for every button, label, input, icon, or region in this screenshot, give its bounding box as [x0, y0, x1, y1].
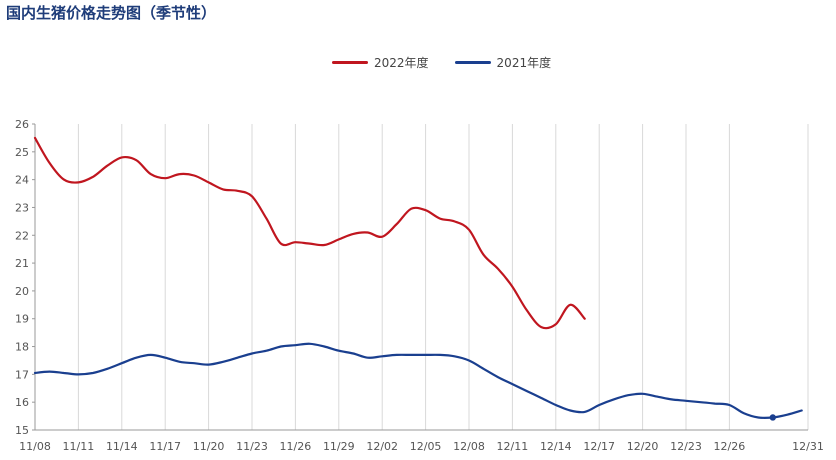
- x-tick-label: 12/23: [670, 440, 702, 453]
- y-tick-label: 20: [15, 285, 29, 298]
- y-tick-label: 25: [15, 146, 29, 159]
- x-tick-label: 12/11: [497, 440, 529, 453]
- x-tick-label: 12/02: [366, 440, 398, 453]
- series-line-2022: [33, 136, 586, 330]
- legend-swatch-2022: [332, 61, 368, 64]
- y-tick-label: 15: [15, 424, 29, 437]
- x-tick-label: 11/08: [19, 440, 51, 453]
- y-tick-label: 26: [15, 118, 29, 131]
- x-tick-label: 11/14: [106, 440, 138, 453]
- x-tick-label: 11/26: [280, 440, 312, 453]
- x-tick-label: 12/08: [453, 440, 485, 453]
- chart-legend: 2022年度 2021年度: [332, 54, 577, 71]
- legend-item-2021[interactable]: 2021年度: [454, 54, 552, 71]
- x-tick-label: 12/05: [410, 440, 442, 453]
- x-tick-label: 11/17: [149, 440, 181, 453]
- legend-label-2022: 2022年度: [374, 56, 429, 70]
- y-tick-label: 24: [15, 174, 29, 187]
- x-tick-label: 11/29: [323, 440, 355, 453]
- series-marker-2021: [769, 414, 776, 421]
- legend-label-2021: 2021年度: [496, 56, 552, 70]
- grid-layer: [34, 124, 809, 430]
- x-tick-label: 11/20: [193, 440, 225, 453]
- y-tick-label: 16: [15, 396, 29, 409]
- y-tick-label: 18: [15, 341, 29, 354]
- x-tick-label: 11/23: [236, 440, 268, 453]
- y-tick-label: 22: [15, 229, 29, 242]
- series-line-2021: [33, 342, 803, 420]
- y-tick-label: 17: [15, 368, 29, 381]
- axis-layer: 11/08 11/11 11/14 11/17 11/20 11/23 11/26 11/29…: [15, 118, 824, 453]
- legend-swatch-2021: [454, 61, 491, 64]
- x-tick-label: 11/11: [63, 440, 95, 453]
- legend-item-2022[interactable]: 2022年度: [332, 54, 429, 71]
- x-tick-label: 12/26: [714, 440, 746, 453]
- y-tick-label: 21: [15, 257, 29, 270]
- x-tick-label: 12/31: [792, 440, 824, 453]
- x-tick-label: 12/17: [583, 440, 615, 453]
- y-tick-label: 23: [15, 201, 29, 214]
- x-tick-label: 12/14: [540, 440, 572, 453]
- y-tick-label: 19: [15, 313, 29, 326]
- x-tick-label: 12/20: [627, 440, 659, 453]
- series-layer: [33, 136, 803, 421]
- chart-title: 国内生猪价格走势图（季节性）: [6, 4, 217, 22]
